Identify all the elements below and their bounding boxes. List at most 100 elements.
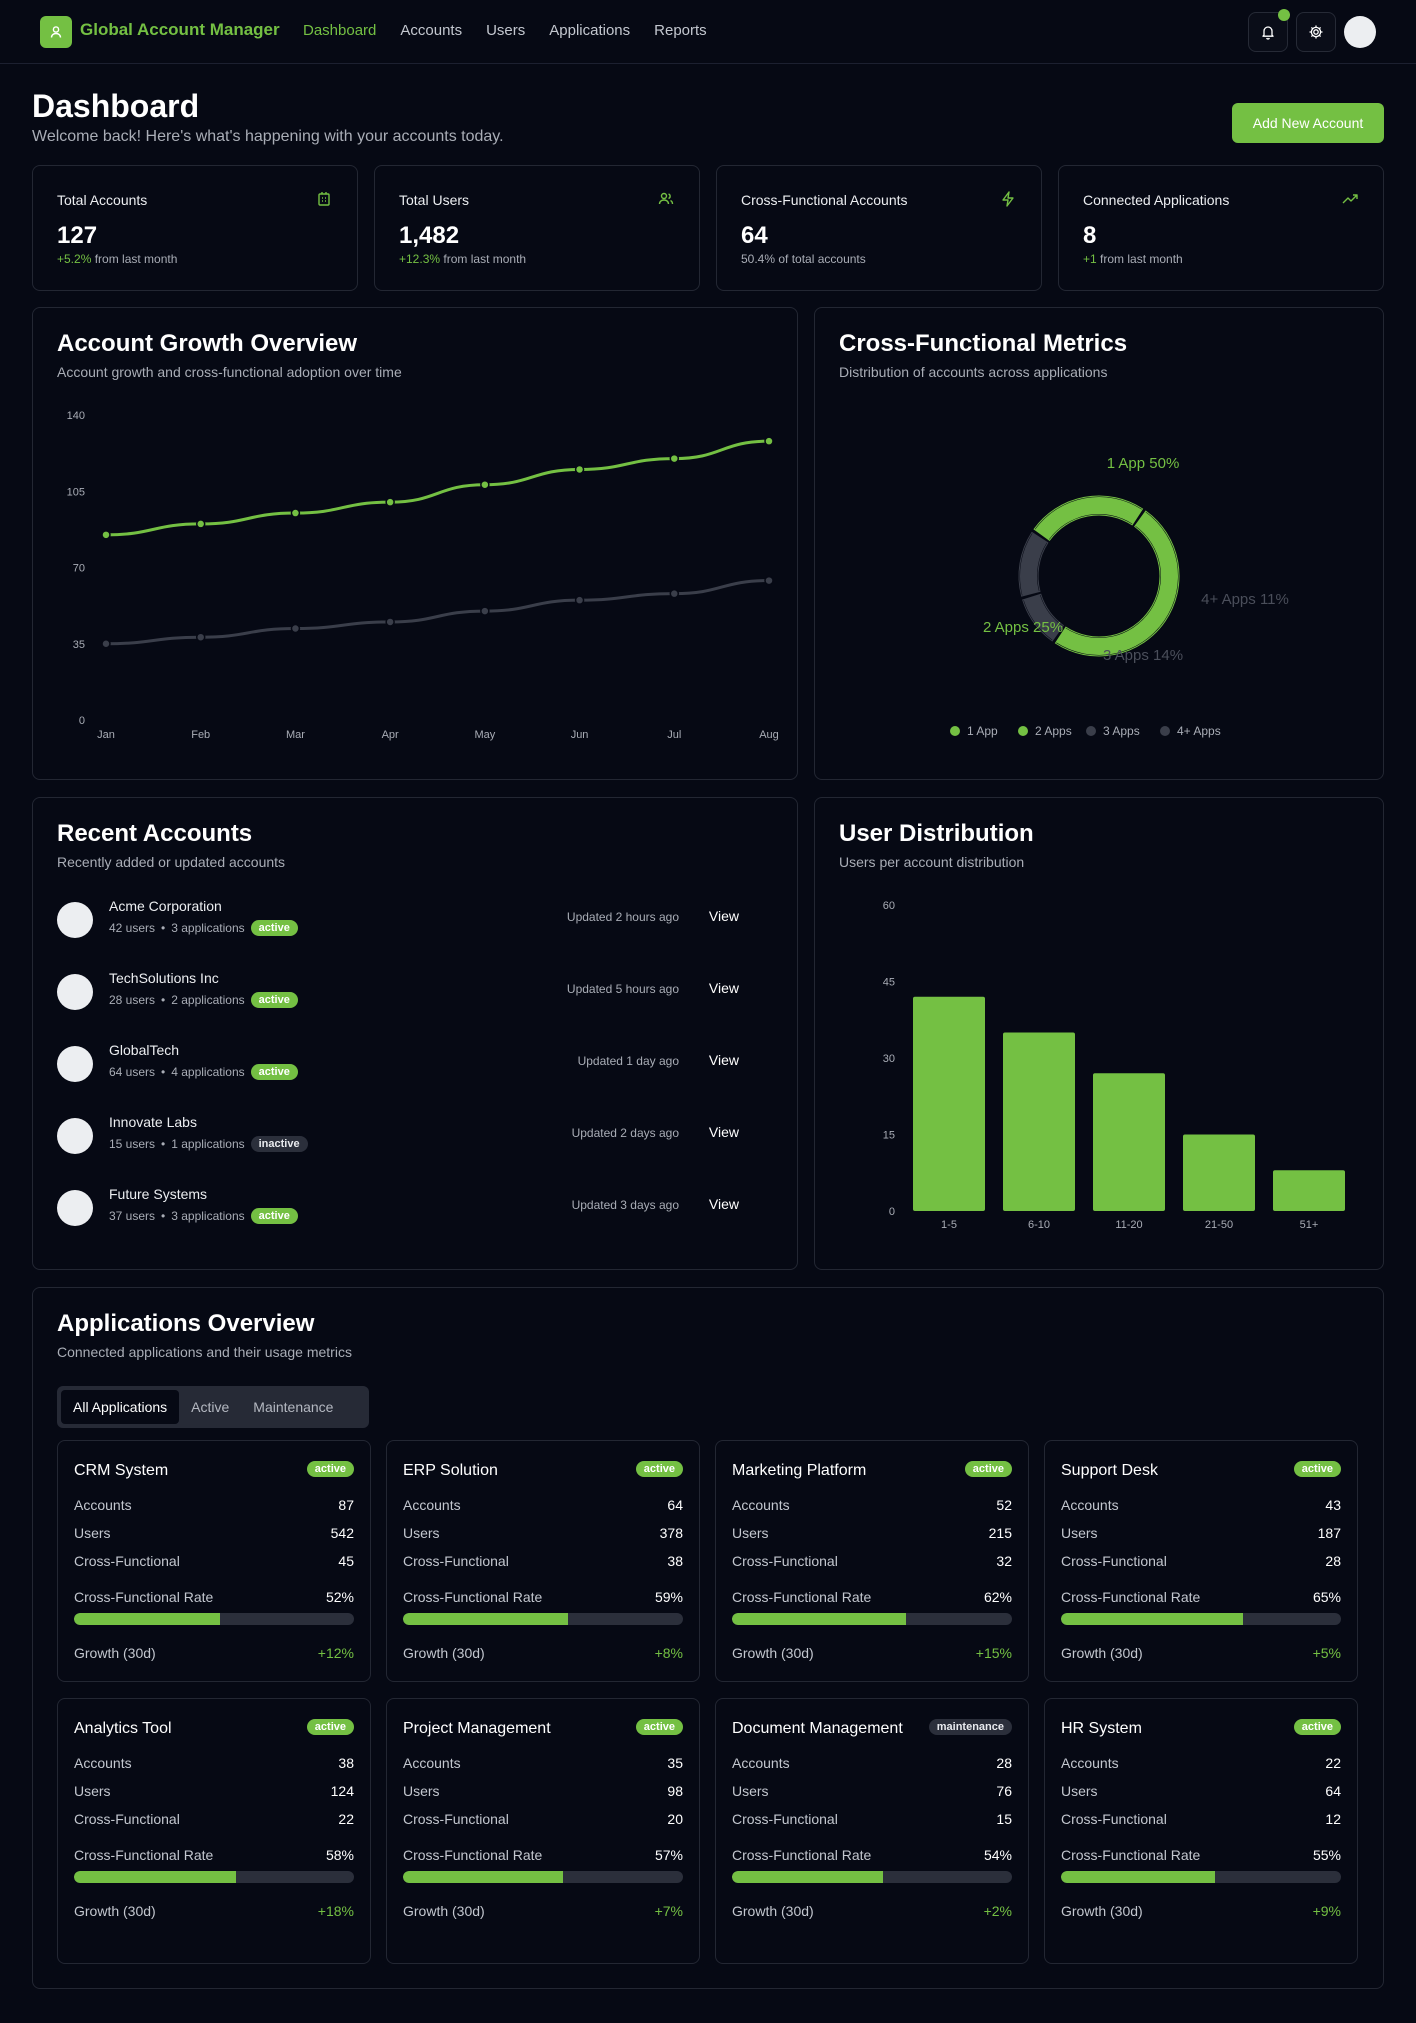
cross-functional-rate: Cross-Functional Rate 62% (732, 1589, 1012, 1605)
brand-name[interactable]: Global Account Manager (80, 20, 280, 39)
metric-label: Growth (30d) (732, 1903, 814, 1919)
accounts-metric: Accounts 28 (732, 1755, 1012, 1771)
growth-metric: Growth (30d) +2% (732, 1903, 1012, 1919)
settings-button[interactable] (1296, 12, 1336, 52)
growth-value: +18% (317, 1903, 354, 1919)
tab-active[interactable]: Active (191, 1399, 230, 1415)
users-metric: Users 76 (732, 1783, 1012, 1799)
account-meta: 28 users • 2 applications active (109, 992, 298, 1008)
status-badge: active (250, 920, 298, 936)
metric-label: Users (74, 1783, 111, 1799)
nav-link-reports[interactable]: Reports (654, 22, 707, 39)
application-name: Project Management (403, 1720, 551, 1737)
application-name: CRM System (74, 1462, 169, 1479)
bar (1273, 1170, 1345, 1211)
application-card[interactable]: HR System active Accounts 22 Users 64 Cros… (1044, 1698, 1358, 1964)
stat-label: Cross-Functional Accounts (741, 192, 908, 208)
view-account-button[interactable]: View (708, 1196, 739, 1212)
growth-metric: Growth (30d) +9% (1061, 1903, 1341, 1919)
cross-functional-rate: Cross-Functional Rate 52% (74, 1589, 354, 1605)
user-distribution-card: User Distribution Users per account dist… (814, 797, 1384, 1270)
card-title: Cross-Functional Metrics (839, 330, 1128, 357)
data-point (385, 497, 395, 507)
data-point (195, 632, 206, 642)
growth-metric: Growth (30d) +7% (403, 1903, 683, 1919)
view-account-button[interactable]: View (708, 1124, 739, 1140)
metric-value: 43 (1325, 1497, 1341, 1513)
user-distribution-chart: 0 15 30 45 60 1-5 6-10 11-20 21-50 51+ (883, 900, 1345, 1231)
tab-all-applications[interactable]: All Applications (61, 1390, 180, 1424)
cross-functional-metric: Cross-Functional 38 (403, 1553, 683, 1569)
metric-label: Accounts (403, 1755, 461, 1771)
status-badge: active (250, 1064, 298, 1080)
rate-progress-bar (1061, 1613, 1341, 1625)
application-card[interactable]: ERP Solution active Accounts 64 Users 378 … (386, 1440, 700, 1682)
user-icon (50, 26, 62, 38)
slice-label: 2 Apps 25% (983, 619, 1063, 636)
x-tick-label: 51+ (1300, 1219, 1319, 1231)
slice-label: 4+ Apps 11% (1201, 591, 1289, 608)
legend-label: 1 App (967, 724, 998, 738)
top-nav: Global Account Manager Dashboard Account… (0, 0, 1416, 64)
metric-value: 187 (1317, 1525, 1341, 1541)
notifications-button[interactable] (1248, 9, 1290, 52)
application-card[interactable]: Support Desk active Accounts 43 Users 187 … (1044, 1440, 1358, 1682)
growth-value: +7% (654, 1903, 683, 1919)
stat-delta: +5.2% from last month (57, 252, 177, 266)
building-icon (318, 192, 330, 206)
stat-value: 127 (57, 222, 98, 249)
metric-value: 542 (330, 1525, 354, 1541)
account-users: 28 users (109, 993, 156, 1007)
status-badge: active (250, 1208, 298, 1224)
nav-link-applications[interactable]: Applications (549, 22, 631, 39)
metric-value: 15 (996, 1811, 1012, 1827)
nav-link-users[interactable]: Users (486, 22, 526, 39)
x-tick-label: Jun (571, 729, 589, 741)
metric-value: 378 (659, 1525, 683, 1541)
card-subtitle: Connected applications and their usage m… (57, 1344, 352, 1360)
application-card[interactable]: CRM System active Accounts 87 Users 542 Cr… (57, 1440, 371, 1682)
user-avatar[interactable] (1344, 16, 1376, 48)
application-card[interactable]: Document Management maintenance Accounts… (715, 1698, 1029, 1964)
metric-label: Cross-Functional (732, 1811, 838, 1827)
card-title: Recent Accounts (57, 820, 253, 847)
account-avatar (57, 1190, 93, 1226)
account-name: TechSolutions Inc (109, 970, 219, 986)
users-icon (658, 192, 674, 205)
logo[interactable] (40, 16, 72, 48)
growth-value: +8% (654, 1645, 683, 1661)
view-account-button[interactable]: View (708, 908, 739, 924)
metric-label: Cross-Functional Rate (1061, 1589, 1201, 1605)
data-point (574, 595, 585, 605)
x-tick-label: Apr (382, 729, 399, 741)
add-new-account-button[interactable]: Add New Account (1232, 103, 1384, 143)
application-card[interactable]: Marketing Platform active Accounts 52 Use… (715, 1440, 1029, 1682)
stat-card-total-users: Total Users 1,482 +12.3% from last month (374, 165, 700, 291)
y-tick-label: 45 (883, 977, 895, 989)
application-card[interactable]: Project Management active Accounts 35 Use… (386, 1698, 700, 1964)
stat-delta-text: from last month (443, 252, 527, 266)
accounts-metric: Accounts 87 (74, 1497, 354, 1513)
application-tabs: All Applications Active Maintenance (57, 1386, 369, 1428)
stat-label: Total Users (399, 192, 470, 208)
application-card[interactable]: Analytics Tool active Accounts 38 Users 12… (57, 1698, 371, 1964)
status-badge: active (306, 1461, 354, 1477)
view-account-button[interactable]: View (708, 980, 739, 996)
tab-maintenance[interactable]: Maintenance (253, 1399, 334, 1415)
y-tick-label: 35 (73, 639, 85, 651)
metric-label: Cross-Functional (403, 1811, 509, 1827)
metric-label: Accounts (74, 1755, 132, 1771)
card-subtitle: Distribution of accounts across applicat… (839, 364, 1108, 380)
nav-link-accounts[interactable]: Accounts (400, 22, 463, 39)
account-users: 64 users (109, 1065, 156, 1079)
view-account-button[interactable]: View (708, 1052, 739, 1068)
accounts-metric: Accounts 22 (1061, 1755, 1341, 1771)
legend-swatch (1160, 726, 1170, 736)
legend-label: 3 Apps (1103, 724, 1140, 738)
metric-value: 87 (338, 1497, 354, 1513)
application-name: Marketing Platform (732, 1462, 867, 1479)
cross-functional-metric: Cross-Functional 12 (1061, 1811, 1341, 1827)
metric-label: Accounts (1061, 1755, 1119, 1771)
nav-link-dashboard[interactable]: Dashboard (303, 22, 377, 39)
data-point (385, 617, 395, 627)
